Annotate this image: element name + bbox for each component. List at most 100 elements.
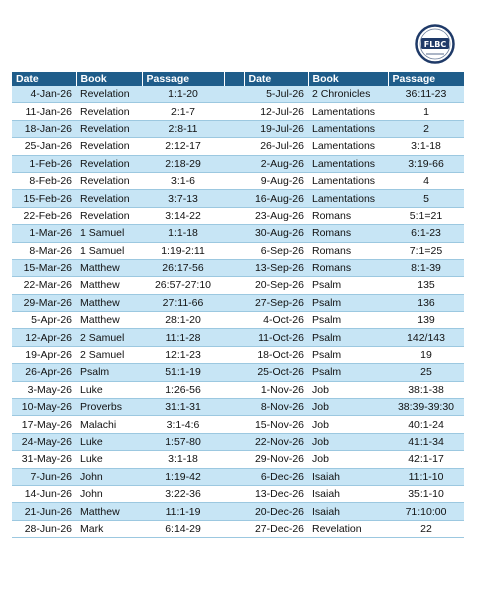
passage-cell: 19 (388, 346, 464, 365)
gap-cell (224, 224, 244, 243)
date-cell: 13-Sep-26 (244, 259, 308, 278)
passage-cell: 136 (388, 294, 464, 313)
date-cell: 2-Aug-26 (244, 155, 308, 173)
book-cell: Lamentations (308, 102, 388, 121)
passage-cell: 8:1-39 (388, 259, 464, 278)
passage-cell: 3:1-18 (142, 450, 224, 469)
header-book-2: Book (308, 72, 389, 86)
date-cell: 12-Apr-26 (12, 328, 76, 347)
table-row: 8-Feb-26 Revelation 3:1-6 9-Aug-26 Lamentati… (12, 172, 464, 191)
table-row: 7-Jun-26 John 1:19-42 6-Dec-26 Isaiah 11:1-10 (12, 468, 464, 486)
date-cell: 17-May-26 (12, 415, 76, 434)
passage-cell: 2:12-17 (142, 137, 224, 156)
book-cell: Lamentations (308, 172, 388, 191)
passage-cell: 2 (388, 120, 464, 139)
book-cell: Revelation (76, 86, 142, 104)
header-passage: Passage (142, 72, 225, 86)
passage-cell: 22 (388, 520, 464, 539)
date-cell: 4-Jan-26 (12, 86, 76, 104)
gap-cell (224, 398, 244, 417)
logo-text: FLBC (424, 40, 447, 49)
passage-cell: 1:19-2:11 (142, 242, 224, 260)
passage-cell: 3:22-36 (142, 485, 224, 504)
date-cell: 1-Nov-26 (244, 381, 308, 400)
book-cell: 2 Samuel (76, 346, 142, 365)
book-cell: 1 Samuel (76, 224, 142, 243)
book-cell: Luke (76, 450, 142, 469)
date-cell: 19-Apr-26 (12, 346, 76, 365)
date-cell: 12-Jul-26 (244, 102, 308, 121)
date-cell: 22-Mar-26 (12, 276, 76, 295)
date-cell: 7-Jun-26 (12, 468, 76, 486)
header-book: Book (76, 72, 143, 86)
passage-cell: 41:1-34 (388, 433, 464, 452)
date-cell: 19-Jul-26 (244, 120, 308, 139)
date-cell: 27-Sep-26 (244, 294, 308, 313)
table-row: 5-Apr-26 Matthew 28:1-20 4-Oct-26 Psalm 139 (12, 311, 464, 330)
date-cell: 8-Mar-26 (12, 242, 76, 260)
book-cell: Mark (76, 520, 142, 539)
book-cell: John (76, 468, 142, 486)
date-cell: 11-Jan-26 (12, 102, 76, 121)
table-row: 14-Jun-26 John 3:22-36 13-Dec-26 Isaiah 35:1-… (12, 485, 464, 504)
table-row: 15-Feb-26 Revelation 3:7-13 16-Aug-26 Lament… (12, 189, 464, 208)
passage-cell: 6:14-29 (142, 520, 224, 539)
book-cell: Job (308, 381, 388, 400)
book-cell: Isaiah (308, 502, 388, 521)
date-cell: 5-Jul-26 (244, 86, 308, 104)
gap-cell (224, 468, 244, 486)
gap-cell (224, 155, 244, 173)
passage-cell: 3:7-13 (142, 189, 224, 208)
date-cell: 24-May-26 (12, 433, 76, 452)
gap-cell (224, 172, 244, 191)
gap-cell (224, 120, 244, 139)
book-cell: Isaiah (308, 485, 388, 504)
date-cell: 21-Jun-26 (12, 502, 76, 521)
gap-cell (224, 433, 244, 452)
table-row: 8-Mar-26 1 Samuel 1:19-2:11 6-Sep-26 Romans 7… (12, 242, 464, 260)
gap-cell (224, 259, 244, 278)
table-row: 1-Feb-26 Revelation 2:18-29 2-Aug-26 Lamenta… (12, 155, 464, 173)
passage-cell: 3:1-18 (388, 137, 464, 156)
passage-cell: 3:19-66 (388, 155, 464, 173)
gap-cell (224, 242, 244, 260)
passage-cell: 11:1-28 (142, 328, 224, 347)
date-cell: 23-Aug-26 (244, 207, 308, 226)
passage-cell: 142/143 (388, 328, 464, 347)
passage-cell: 11:1-10 (388, 468, 464, 486)
header-date: Date (12, 72, 77, 86)
passage-cell: 26:57-27:10 (142, 276, 224, 295)
table-row: 25-Jan-26 Revelation 2:12-17 26-Jul-26 Lamen… (12, 137, 464, 156)
passage-cell: 3:1-6 (142, 172, 224, 191)
book-cell: Matthew (76, 294, 142, 313)
header-date-2: Date (244, 72, 309, 86)
passage-cell: 3:1-4:6 (142, 415, 224, 434)
date-cell: 16-Aug-26 (244, 189, 308, 208)
passage-cell: 28:1-20 (142, 311, 224, 330)
date-cell: 26-Jul-26 (244, 137, 308, 156)
date-cell: 3-May-26 (12, 381, 76, 400)
book-cell: Romans (308, 224, 388, 243)
date-cell: 15-Feb-26 (12, 189, 76, 208)
passage-cell: 5 (388, 189, 464, 208)
passage-cell: 7:1=25 (388, 242, 464, 260)
table-row: 12-Apr-26 2 Samuel 11:1-28 11-Oct-26 Psalm 14… (12, 328, 464, 347)
header-gap (224, 72, 245, 86)
date-cell: 15-Mar-26 (12, 259, 76, 278)
date-cell: 20-Dec-26 (244, 502, 308, 521)
passage-cell: 38:39-39:30 (388, 398, 464, 417)
date-cell: 18-Jan-26 (12, 120, 76, 139)
date-cell: 27-Dec-26 (244, 520, 308, 539)
date-cell: 25-Oct-26 (244, 363, 308, 382)
table-row: 18-Jan-26 Revelation 2:8-11 19-Jul-26 Lament… (12, 120, 464, 139)
gap-cell (224, 137, 244, 156)
passage-cell: 31:1-31 (142, 398, 224, 417)
table-row: 31-May-26 Luke 3:1-18 29-Nov-26 Job 42:1-17 (12, 450, 464, 469)
book-cell: Romans (308, 207, 388, 226)
table-row: 10-May-26 Proverbs 31:1-31 8-Nov-26 Job 38:39… (12, 398, 464, 417)
book-cell: Luke (76, 381, 142, 400)
book-cell: Matthew (76, 276, 142, 295)
date-cell: 28-Jun-26 (12, 520, 76, 539)
passage-cell: 2:18-29 (142, 155, 224, 173)
book-cell: Matthew (76, 311, 142, 330)
